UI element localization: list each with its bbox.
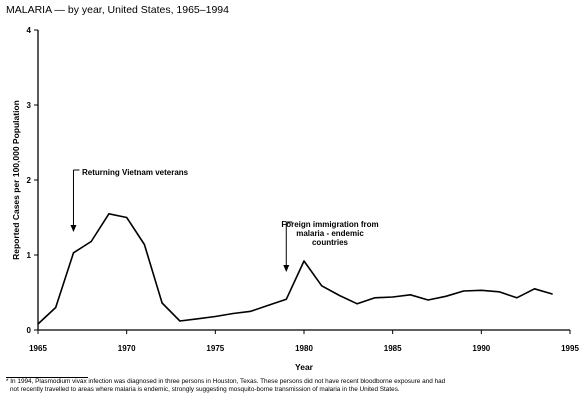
chart-title: MALARIA — by year, United States, 1965–1… <box>6 4 229 16</box>
data-series <box>37 213 553 325</box>
data-point <box>214 315 216 318</box>
x-tick-label: 1975 <box>206 344 224 353</box>
data-point <box>303 260 305 262</box>
x-tick-label: 1970 <box>118 344 136 353</box>
annotation-label: Foreign immigration from <box>281 220 378 229</box>
data-point <box>321 285 323 287</box>
data-point <box>179 320 181 322</box>
data-point <box>90 240 92 243</box>
x-tick-label: 1995 <box>561 344 579 353</box>
malaria-rate-line <box>37 213 553 325</box>
y-tick-label: 1 <box>27 251 32 260</box>
data-point <box>197 318 199 320</box>
data-point <box>72 252 75 254</box>
data-point <box>232 312 234 315</box>
data-point <box>267 304 270 306</box>
annotation-label: malaria - endemic <box>296 229 364 238</box>
data-point <box>445 295 447 297</box>
arrow-head-icon <box>70 225 77 232</box>
footnote-rule <box>6 377 88 378</box>
x-axis-title: Year <box>295 362 314 372</box>
data-point <box>250 310 252 312</box>
axes <box>37 30 570 331</box>
annotation: Returning Vietnam veterans <box>70 168 189 232</box>
data-point <box>463 290 465 292</box>
y-tick-label: 0 <box>27 326 32 335</box>
x-tick-label: 1965 <box>29 344 47 353</box>
annotations: Returning Vietnam veterans Foreign immigr… <box>70 168 379 272</box>
data-point <box>480 289 482 291</box>
data-point <box>427 299 429 301</box>
x-tick-label: 1985 <box>384 344 402 353</box>
footnote-line-2: not recently travelled to areas where ma… <box>10 386 400 393</box>
data-point <box>551 293 553 295</box>
data-point <box>126 216 128 219</box>
data-point <box>143 243 145 246</box>
data-point <box>533 288 536 290</box>
y-axis-title: Reported Cases per 100,000 Population <box>11 100 21 260</box>
footnote-text-1: In 1994, Plasmodium vivax infection was … <box>10 378 446 385</box>
data-point <box>55 306 57 309</box>
data-point <box>285 298 287 300</box>
x-tick-label: 1980 <box>295 344 313 353</box>
arrow-head-icon <box>283 265 290 272</box>
data-point <box>498 291 500 293</box>
data-point <box>161 302 163 304</box>
data-point <box>516 297 518 299</box>
data-point <box>409 294 411 296</box>
data-point <box>108 213 110 215</box>
data-point <box>374 297 376 299</box>
footnote-marker: * <box>6 378 9 385</box>
footnote-line-1: * In 1994, Plasmodium vivax infection wa… <box>6 378 584 386</box>
x-tick-label: 1990 <box>472 344 490 353</box>
data-point <box>338 294 341 297</box>
footnote: * In 1994, Plasmodium vivax infection wa… <box>6 378 584 394</box>
y-tick-label: 2 <box>27 176 32 185</box>
data-point <box>37 323 39 325</box>
axis-ticks: 0 1 2 3 4 1965 1970 1975 1980 1985 1990 1995 <box>27 26 580 353</box>
data-point <box>392 296 394 298</box>
y-tick-label: 3 <box>27 101 32 110</box>
annotation-label: countries <box>312 238 349 247</box>
y-tick-label: 4 <box>27 26 32 35</box>
annotation-label: Returning Vietnam veterans <box>82 168 189 177</box>
data-point <box>356 303 358 305</box>
